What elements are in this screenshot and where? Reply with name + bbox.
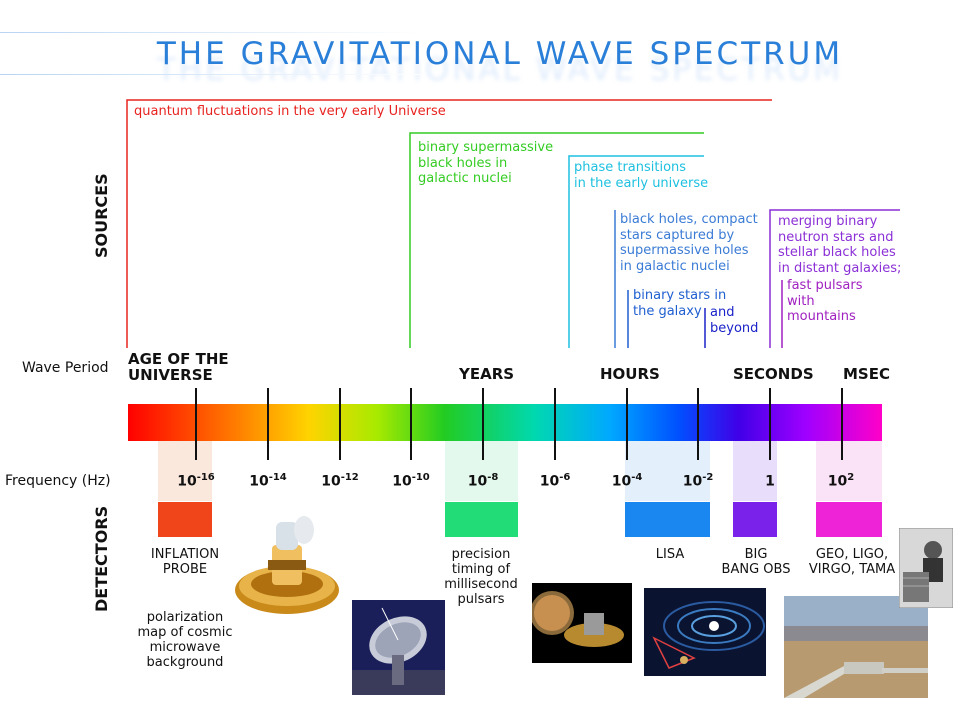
period-hours: HOURS xyxy=(600,365,660,383)
detector-label-pulsar-timing: precision timing of millisecond pulsars xyxy=(444,547,518,607)
source-quantum: quantum fluctuations in the very early U… xyxy=(134,104,446,119)
detector-block-lisa xyxy=(625,502,710,537)
freq-label: 10-6 xyxy=(539,472,571,490)
person-photo-image xyxy=(899,528,953,608)
bracket-phase xyxy=(568,155,704,348)
bracket-binary-smbh xyxy=(409,132,704,348)
source-phase-transitions: phase transitions in the early universe xyxy=(574,160,709,191)
bracket-quantum xyxy=(126,99,772,348)
merging-black-holes-image xyxy=(644,588,766,676)
title-reflection: THE GRAVITATIONAL WAVE SPECTRUM xyxy=(156,52,844,88)
source-emri: black holes, compact stars captured by sup… xyxy=(620,212,758,274)
ligo-observatory-image xyxy=(784,596,928,698)
freq-label: 10-16 xyxy=(177,472,215,490)
page-title: THE GRAVITATIONAL WAVE SPECTRUM xyxy=(156,36,844,72)
band-ground xyxy=(816,441,882,501)
detector-label-bbo: BIG BANG OBS xyxy=(721,547,791,577)
detector-block-pulsar-timing xyxy=(445,502,518,537)
freq-label: 10-12 xyxy=(321,472,359,490)
frequency-label: Frequency (Hz) xyxy=(5,473,111,489)
freq-label: 10-8 xyxy=(467,472,499,490)
period-seconds: SECONDS xyxy=(733,365,814,383)
wave-period-label: Wave Period xyxy=(22,360,109,376)
tick-1e-12 xyxy=(339,388,341,460)
source-binary-smbh: binary supermassive black holes in galacti… xyxy=(418,140,554,186)
satellite-image xyxy=(235,516,339,614)
title-rule-bottom xyxy=(0,74,420,75)
tick-1e-4 xyxy=(626,388,628,460)
source-merging: merging binary neutron stars and stellar b… xyxy=(778,214,902,276)
tick-1e-16 xyxy=(195,388,197,460)
period-age-of-universe: AGE OF THE UNIVERSE xyxy=(128,350,229,384)
detector-label-inflation: INFLATION PROBE xyxy=(150,547,220,577)
period-years: YEARS xyxy=(459,365,515,383)
detector-block-inflation xyxy=(158,502,212,537)
spectrum-bar xyxy=(128,404,882,441)
band-pulsar-timing xyxy=(445,441,518,501)
tick-1e-8 xyxy=(482,388,484,460)
source-fast-pulsars: fast pulsars with mountains xyxy=(787,278,863,324)
lisa-spacecraft-image xyxy=(532,583,632,663)
title-rule-top xyxy=(0,32,420,33)
tick-1e2 xyxy=(841,388,843,460)
tick-1e-14 xyxy=(267,388,269,460)
detector-block-ground xyxy=(816,502,882,537)
source-binary-stars: binary stars in the galaxy xyxy=(633,288,727,319)
tick-1 xyxy=(769,388,771,460)
freq-label: 10-4 xyxy=(611,472,643,490)
band-inflation xyxy=(158,441,212,501)
detector-label-ground: GEO, LIGO, VIRGO, TAMA xyxy=(808,547,896,577)
radio-telescope-image xyxy=(352,600,445,695)
freq-label: 10-2 xyxy=(682,472,714,490)
bracket-merging xyxy=(769,209,900,348)
freq-label: 1 xyxy=(765,473,775,490)
source-beyond: and beyond xyxy=(710,305,759,336)
tick-1e-10 xyxy=(410,388,412,460)
detector-label-lisa: LISA xyxy=(655,547,685,562)
cmb-polarization-note: polarization map of cosmic microwave backgr… xyxy=(137,610,233,670)
freq-label: 102 xyxy=(827,472,855,490)
band-lisa xyxy=(625,441,710,501)
period-msec: MSEC xyxy=(843,365,890,383)
tick-1e-2 xyxy=(697,388,699,460)
freq-label: 10-14 xyxy=(249,472,287,490)
tick-1e-6 xyxy=(554,388,556,460)
freq-label: 10-10 xyxy=(392,472,430,490)
detector-block-bbo xyxy=(733,502,777,537)
